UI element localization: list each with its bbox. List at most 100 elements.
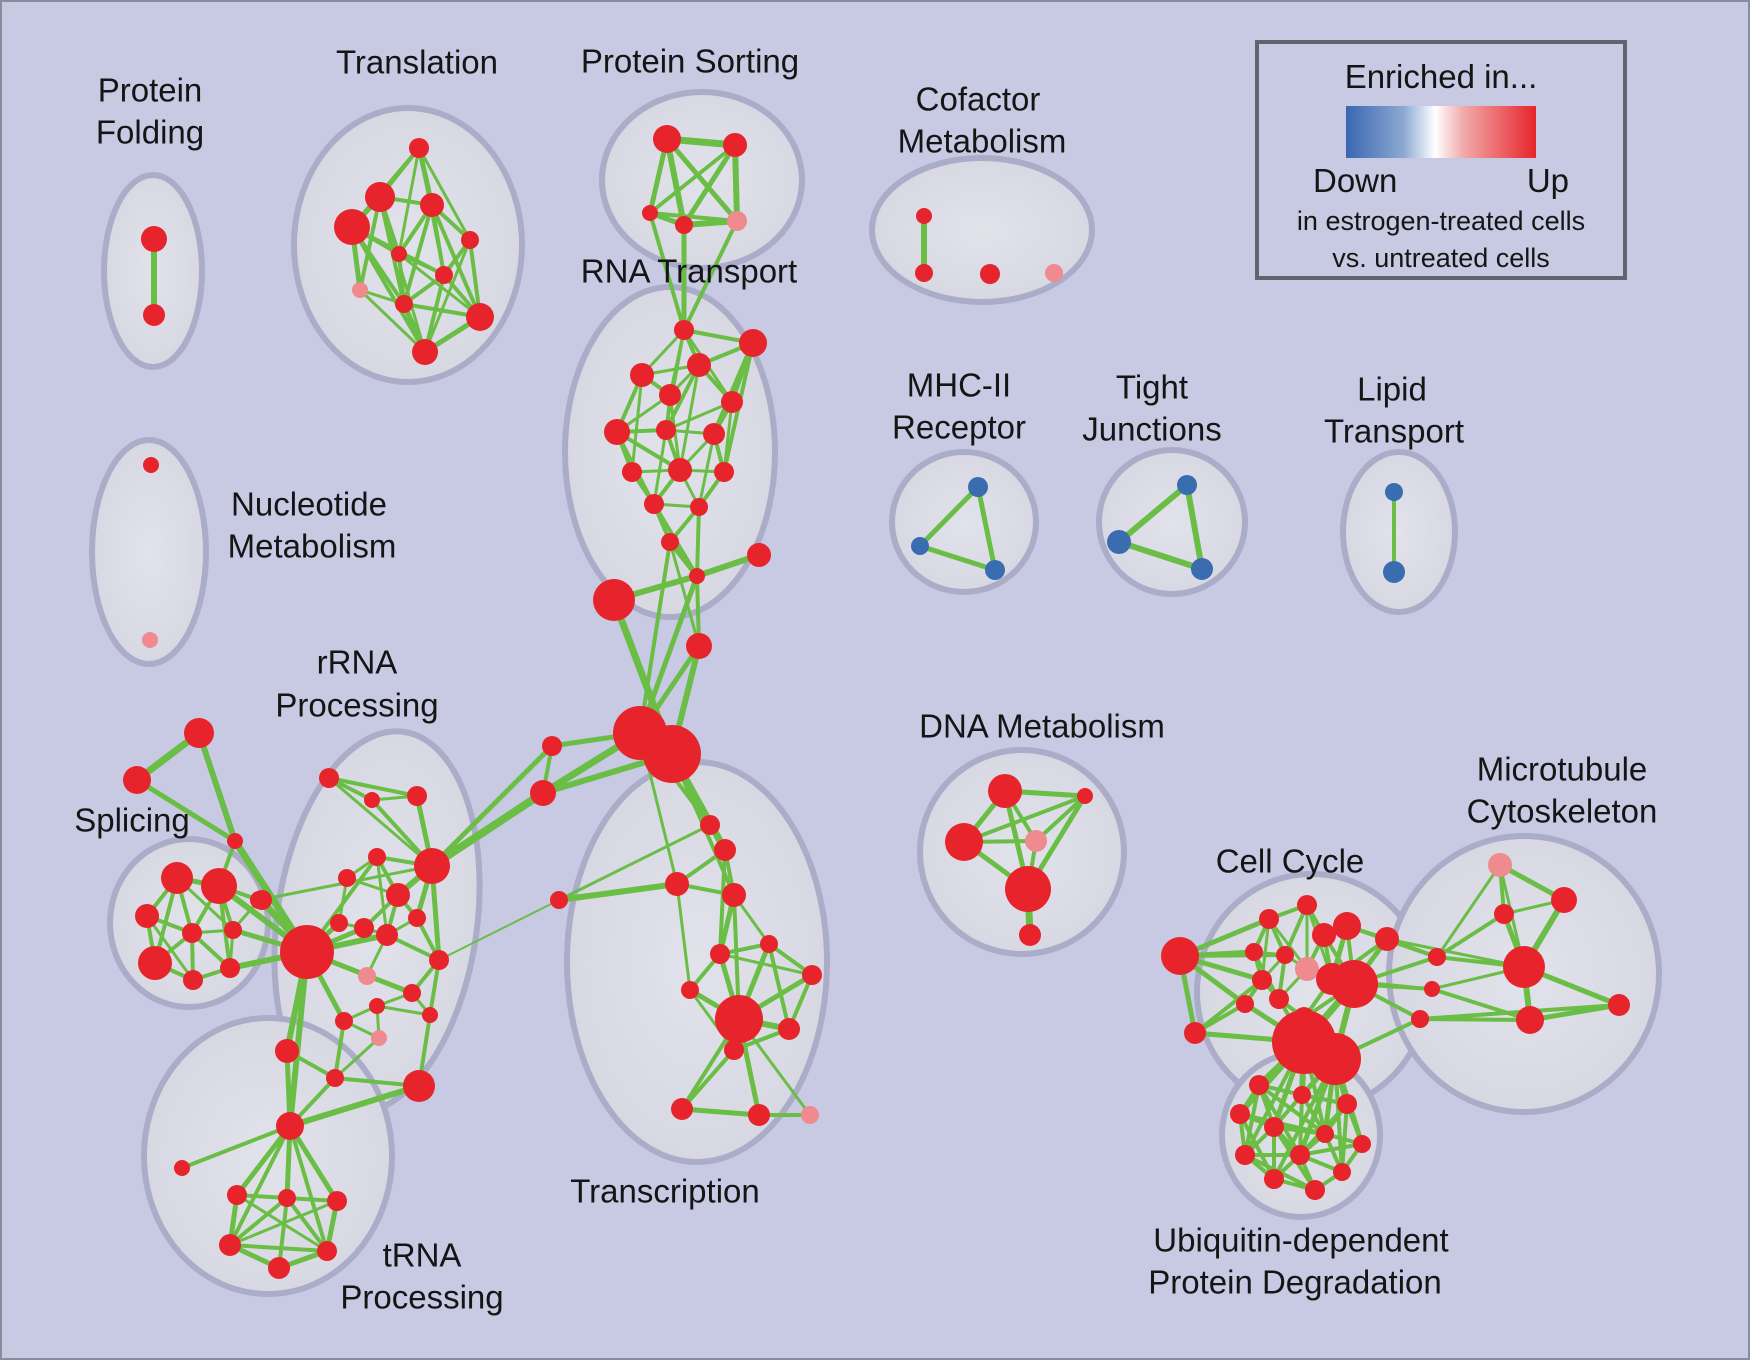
gene-set-node[interactable] bbox=[142, 632, 158, 648]
gene-set-node[interactable] bbox=[643, 725, 701, 783]
gene-set-node[interactable] bbox=[644, 494, 664, 514]
gene-set-node[interactable] bbox=[915, 264, 933, 282]
gene-set-node[interactable] bbox=[1276, 946, 1294, 964]
gene-set-node[interactable] bbox=[1045, 264, 1063, 282]
gene-set-node[interactable] bbox=[1297, 895, 1317, 915]
gene-set-node[interactable] bbox=[911, 537, 929, 555]
gene-set-node[interactable] bbox=[429, 950, 449, 970]
gene-set-node[interactable] bbox=[275, 1039, 299, 1063]
gene-set-node[interactable] bbox=[689, 568, 705, 584]
gene-set-node[interactable] bbox=[403, 1070, 435, 1102]
gene-set-node[interactable] bbox=[220, 958, 240, 978]
gene-set-node[interactable] bbox=[721, 391, 743, 413]
gene-set-node[interactable] bbox=[622, 462, 642, 482]
gene-set-node[interactable] bbox=[371, 1030, 387, 1046]
gene-set-node[interactable] bbox=[593, 579, 635, 621]
gene-set-node[interactable] bbox=[985, 560, 1005, 580]
gene-set-node[interactable] bbox=[1503, 946, 1545, 988]
gene-set-node[interactable] bbox=[1177, 475, 1197, 495]
gene-set-node[interactable] bbox=[334, 209, 370, 245]
gene-set-node[interactable] bbox=[968, 477, 988, 497]
gene-set-node[interactable] bbox=[184, 718, 214, 748]
gene-set-node[interactable] bbox=[317, 1241, 337, 1261]
gene-set-node[interactable] bbox=[227, 1185, 247, 1205]
gene-set-node[interactable] bbox=[653, 125, 681, 153]
gene-set-node[interactable] bbox=[1383, 561, 1405, 583]
gene-set-node[interactable] bbox=[714, 839, 736, 861]
gene-set-node[interactable] bbox=[335, 1012, 353, 1030]
gene-set-node[interactable] bbox=[945, 823, 983, 861]
gene-set-node[interactable] bbox=[801, 1106, 819, 1124]
gene-set-node[interactable] bbox=[1290, 1145, 1310, 1165]
gene-set-node[interactable] bbox=[364, 792, 380, 808]
gene-set-node[interactable] bbox=[422, 1007, 438, 1023]
gene-set-node[interactable] bbox=[135, 904, 159, 928]
gene-set-node[interactable] bbox=[1516, 1006, 1544, 1034]
gene-set-node[interactable] bbox=[760, 935, 778, 953]
gene-set-node[interactable] bbox=[391, 246, 407, 262]
gene-set-node[interactable] bbox=[916, 208, 932, 224]
gene-set-node[interactable] bbox=[1608, 994, 1630, 1016]
gene-set-node[interactable] bbox=[268, 1257, 290, 1279]
gene-set-node[interactable] bbox=[1230, 1104, 1250, 1124]
gene-set-node[interactable] bbox=[1025, 830, 1047, 852]
gene-set-node[interactable] bbox=[1333, 1163, 1351, 1181]
gene-set-node[interactable] bbox=[700, 815, 720, 835]
gene-set-node[interactable] bbox=[327, 1191, 347, 1211]
gene-set-node[interactable] bbox=[668, 458, 692, 482]
gene-set-node[interactable] bbox=[354, 918, 374, 938]
gene-set-node[interactable] bbox=[182, 923, 202, 943]
gene-set-node[interactable] bbox=[1161, 937, 1199, 975]
gene-set-node[interactable] bbox=[252, 890, 272, 910]
gene-set-node[interactable] bbox=[376, 924, 398, 946]
gene-set-node[interactable] bbox=[368, 848, 386, 866]
gene-set-node[interactable] bbox=[1333, 912, 1361, 940]
gene-set-node[interactable] bbox=[1191, 558, 1213, 580]
gene-set-node[interactable] bbox=[1309, 1033, 1361, 1085]
gene-set-node[interactable] bbox=[723, 133, 747, 157]
gene-set-node[interactable] bbox=[1353, 1135, 1371, 1153]
gene-set-node[interactable] bbox=[403, 984, 421, 1002]
gene-set-node[interactable] bbox=[739, 329, 767, 357]
gene-set-node[interactable] bbox=[1252, 970, 1272, 990]
gene-set-node[interactable] bbox=[710, 944, 730, 964]
gene-set-node[interactable] bbox=[778, 1018, 800, 1040]
gene-set-node[interactable] bbox=[747, 543, 771, 567]
gene-set-node[interactable] bbox=[714, 462, 734, 482]
gene-set-node[interactable] bbox=[435, 266, 453, 284]
gene-set-node[interactable] bbox=[319, 768, 339, 788]
gene-set-node[interactable] bbox=[1264, 1117, 1284, 1137]
gene-set-node[interactable] bbox=[722, 883, 746, 907]
gene-set-node[interactable] bbox=[386, 883, 410, 907]
gene-set-node[interactable] bbox=[461, 231, 479, 249]
gene-set-node[interactable] bbox=[219, 1234, 241, 1256]
gene-set-node[interactable] bbox=[1385, 483, 1403, 501]
gene-set-node[interactable] bbox=[1249, 1075, 1269, 1095]
gene-set-node[interactable] bbox=[1293, 1086, 1311, 1104]
gene-set-node[interactable] bbox=[420, 193, 444, 217]
gene-set-node[interactable] bbox=[174, 1160, 190, 1176]
gene-set-node[interactable] bbox=[542, 736, 562, 756]
gene-set-node[interactable] bbox=[1330, 960, 1378, 1008]
gene-set-node[interactable] bbox=[1316, 1125, 1334, 1143]
gene-set-node[interactable] bbox=[326, 1069, 344, 1087]
gene-set-node[interactable] bbox=[604, 419, 630, 445]
gene-set-node[interactable] bbox=[1488, 853, 1512, 877]
gene-set-node[interactable] bbox=[1428, 948, 1446, 966]
gene-set-node[interactable] bbox=[1019, 924, 1041, 946]
gene-set-node[interactable] bbox=[1312, 923, 1336, 947]
gene-set-node[interactable] bbox=[715, 995, 763, 1043]
gene-set-node[interactable] bbox=[674, 320, 694, 340]
gene-set-node[interactable] bbox=[988, 774, 1022, 808]
gene-set-node[interactable] bbox=[183, 970, 203, 990]
gene-set-node[interactable] bbox=[530, 780, 556, 806]
gene-set-node[interactable] bbox=[690, 498, 708, 516]
gene-set-node[interactable] bbox=[224, 921, 242, 939]
gene-set-node[interactable] bbox=[686, 633, 712, 659]
gene-set-node[interactable] bbox=[1245, 943, 1263, 961]
gene-set-node[interactable] bbox=[681, 981, 699, 999]
gene-set-node[interactable] bbox=[409, 138, 429, 158]
gene-set-node[interactable] bbox=[278, 1189, 296, 1207]
gene-set-node[interactable] bbox=[369, 998, 385, 1014]
gene-set-node[interactable] bbox=[414, 848, 450, 884]
